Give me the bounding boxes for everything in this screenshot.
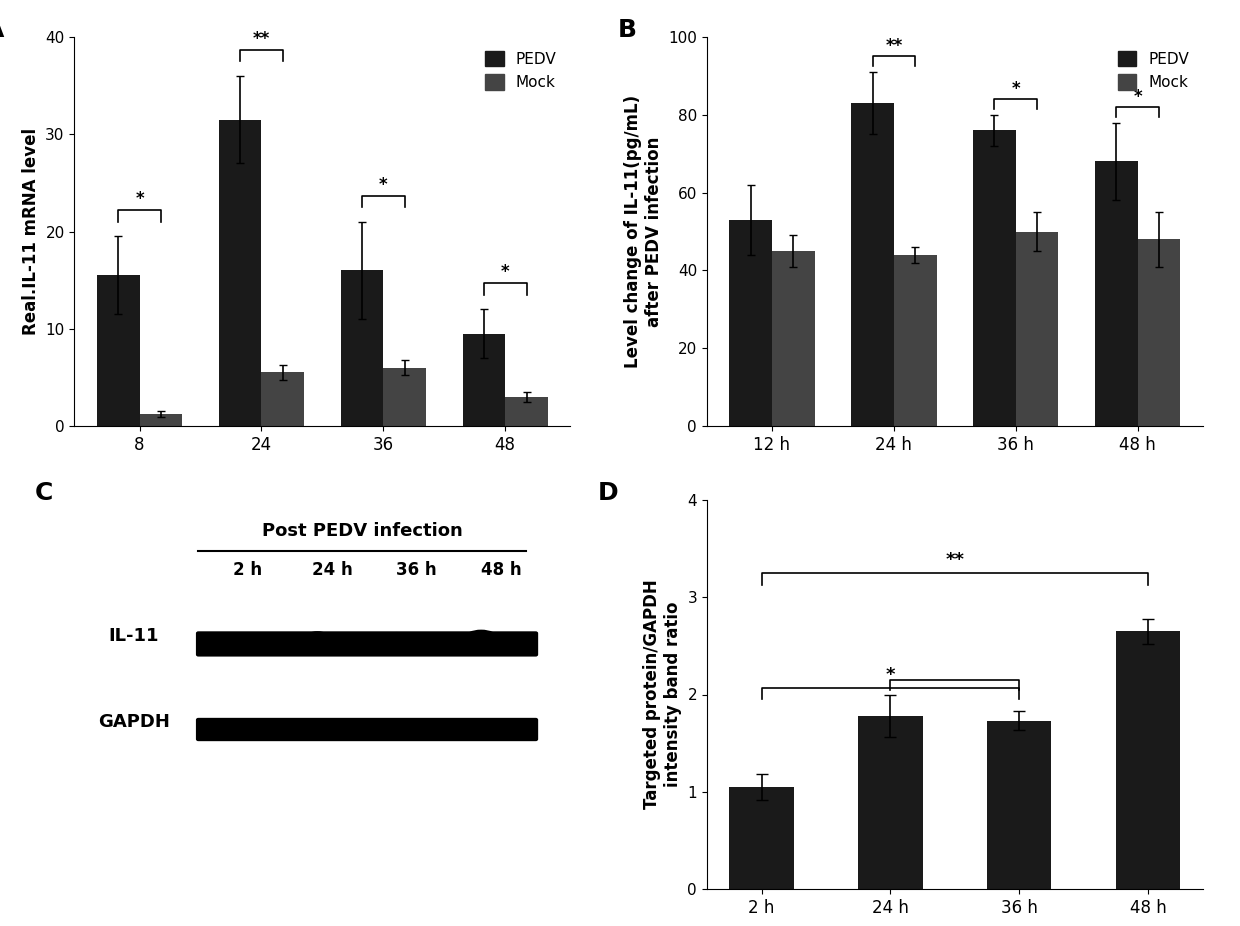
Text: D: D — [598, 481, 619, 505]
Ellipse shape — [379, 722, 404, 736]
Text: *: * — [885, 666, 895, 683]
Bar — [140, 414, 182, 426]
Bar — [1116, 632, 1180, 889]
Bar — [729, 787, 794, 889]
Text: *: * — [1133, 88, 1142, 106]
Text: Post PEDV infection: Post PEDV infection — [262, 522, 463, 540]
FancyBboxPatch shape — [196, 632, 538, 657]
Y-axis label: Level change of IL-11(pg/mL)
after PEDV infection: Level change of IL-11(pg/mL) after PEDV … — [624, 95, 662, 368]
Bar — [729, 219, 773, 426]
Text: *: * — [379, 176, 388, 194]
Text: GAPDH: GAPDH — [98, 713, 170, 731]
Text: **: ** — [253, 30, 270, 48]
Bar — [463, 333, 505, 426]
Bar — [1095, 161, 1137, 426]
Ellipse shape — [465, 631, 497, 646]
Text: C: C — [35, 481, 53, 505]
Bar — [1137, 239, 1180, 426]
Bar — [97, 275, 140, 426]
Bar — [341, 270, 383, 426]
Text: IL-11: IL-11 — [109, 627, 159, 645]
Bar — [773, 251, 815, 426]
Text: 48 h: 48 h — [481, 561, 521, 579]
Text: 24 h: 24 h — [312, 561, 352, 579]
Bar — [505, 396, 548, 426]
Text: 36 h: 36 h — [397, 561, 436, 579]
Legend: PEDV, Mock: PEDV, Mock — [1111, 44, 1195, 96]
Bar — [894, 255, 936, 426]
Ellipse shape — [383, 632, 410, 647]
Text: A: A — [0, 18, 5, 42]
Y-axis label: Real.IL-11 mRNA level: Real.IL-11 mRNA level — [22, 128, 40, 335]
Legend: PEDV, Mock: PEDV, Mock — [479, 44, 563, 96]
Bar — [858, 716, 923, 889]
Text: **: ** — [945, 551, 965, 569]
Text: 2 h: 2 h — [233, 561, 263, 579]
Text: *: * — [501, 263, 510, 282]
Bar — [1016, 232, 1059, 426]
Ellipse shape — [227, 633, 249, 647]
Ellipse shape — [219, 719, 247, 736]
Text: **: ** — [885, 37, 903, 56]
FancyBboxPatch shape — [196, 718, 538, 741]
Y-axis label: Targeted protein/GAPDH
intensity band ratio: Targeted protein/GAPDH intensity band ra… — [644, 580, 682, 809]
Bar — [262, 372, 304, 426]
Text: *: * — [1012, 81, 1021, 98]
Bar — [973, 131, 1016, 426]
Bar — [987, 720, 1052, 889]
Text: *: * — [135, 190, 144, 208]
Bar — [383, 368, 427, 426]
Text: B: B — [618, 18, 636, 42]
Ellipse shape — [305, 632, 330, 644]
Ellipse shape — [463, 722, 490, 737]
Bar — [218, 119, 262, 426]
Bar — [851, 103, 894, 426]
Ellipse shape — [300, 722, 325, 736]
